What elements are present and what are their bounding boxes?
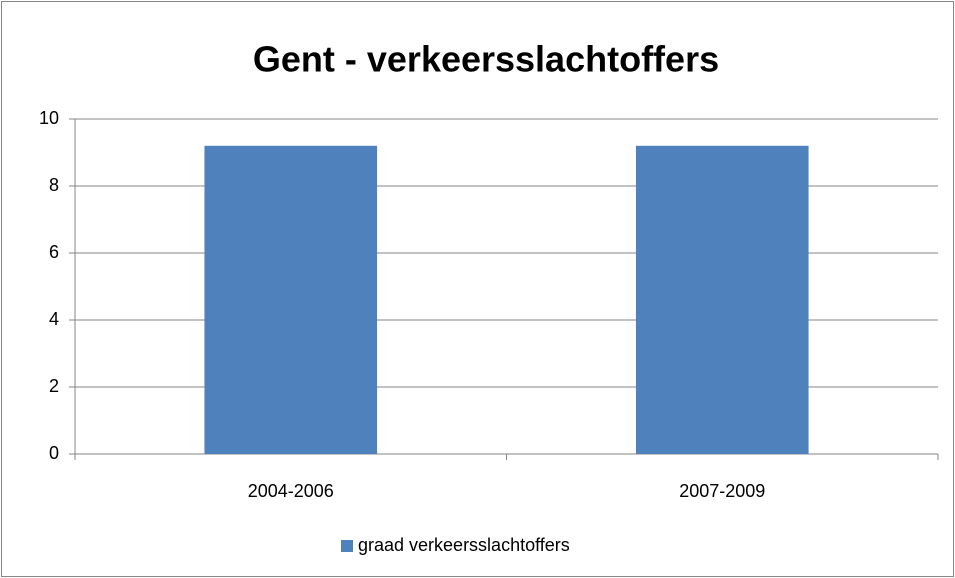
bar [635,145,809,455]
legend-label: graad verkeersslachtoffers [358,535,570,555]
y-tick-label: 4 [49,309,59,329]
y-tick-label: 8 [49,175,59,195]
y-tick-label: 10 [39,108,59,128]
y-tick-label: 6 [49,242,59,262]
x-tick-label: 2007-2009 [679,481,765,501]
y-tick-label: 2 [49,376,59,396]
legend-swatch [341,540,353,552]
y-tick-label: 0 [49,443,59,463]
x-tick-label: 2004-2006 [248,481,334,501]
chart-title: Gent - verkeersslachtoffers [253,39,719,80]
bar [204,145,378,455]
